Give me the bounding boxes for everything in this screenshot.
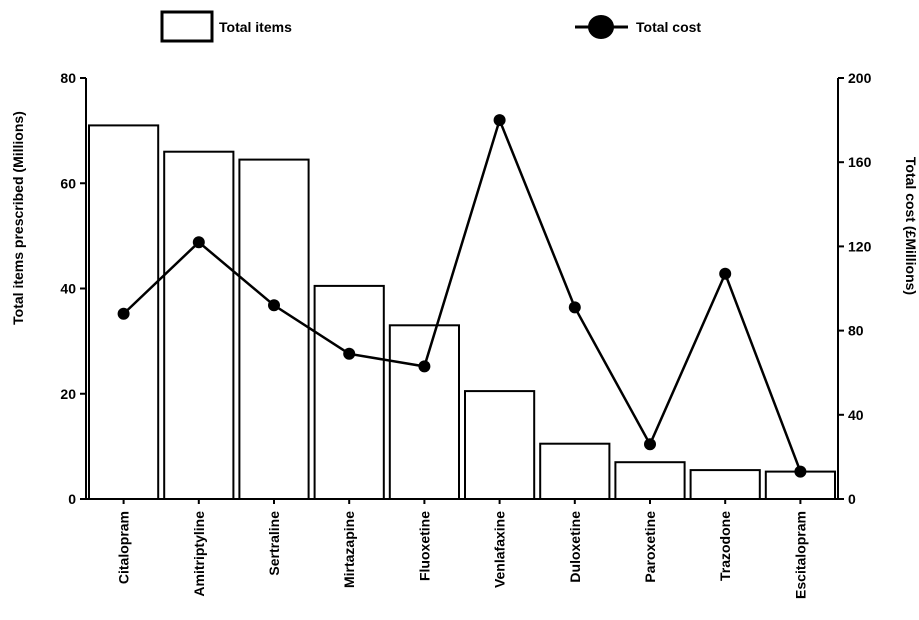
y-right-tick-label: 200 — [848, 70, 872, 86]
y-right-tick-label: 120 — [848, 238, 872, 254]
cost-point-trazodone — [719, 267, 732, 280]
y-right-tick-label: 0 — [848, 491, 856, 507]
bar-series — [88, 124, 836, 501]
bar-amitriptyline — [163, 150, 235, 500]
cost-point-venlafaxine — [493, 114, 506, 127]
bar-duloxetine — [539, 442, 611, 501]
legend-label-total-cost: Total cost — [636, 19, 701, 35]
legend-label-total-items: Total items — [219, 19, 292, 35]
line-series — [117, 114, 807, 478]
cost-point-sertraline — [268, 299, 280, 312]
x-label-venlafaxine: Venlafaxine — [492, 511, 508, 588]
cost-point-escitalopram — [794, 465, 807, 478]
y-axis-left-ticks: 0 20 40 60 80 — [60, 70, 86, 507]
x-label-escitalopram: Escitalopram — [792, 511, 808, 599]
cost-point-citalopram — [117, 307, 130, 320]
cost-line — [122, 116, 802, 473]
bar-fluoxetine — [388, 324, 460, 500]
cost-point-duloxetine — [568, 301, 581, 314]
bar-mirtazapine — [313, 284, 385, 500]
x-label-paroxetine: Paroxetine — [642, 511, 658, 583]
bar-paroxetine — [614, 461, 686, 501]
legend-bar-swatch — [160, 10, 214, 43]
x-label-citalopram: Citalopram — [116, 511, 132, 584]
x-label-sertraline: Sertraline — [266, 511, 282, 576]
x-axis-category-labels: Citalopram Amitriptyline Sertraline Mirtaza… — [116, 499, 808, 599]
y-left-tick-label: 40 — [60, 281, 76, 297]
y-right-tick-label: 160 — [848, 154, 872, 170]
y-right-tick-label: 40 — [848, 407, 864, 423]
bar-sertraline — [238, 158, 310, 500]
y-left-tick-label: 60 — [60, 175, 76, 191]
cost-point-paroxetine — [644, 438, 656, 451]
cost-point-amitriptyline — [192, 236, 205, 249]
y-left-tick-label: 20 — [60, 386, 76, 402]
x-label-trazodone: Trazodone — [717, 511, 733, 581]
y-left-tick-label: 80 — [60, 70, 76, 86]
x-label-amitriptyline: Amitriptyline — [191, 511, 207, 597]
cost-point-mirtazapine — [343, 347, 356, 360]
cost-point-fluoxetine — [418, 360, 431, 373]
y-axis-title-left: Total items prescribed (Millions) — [10, 111, 26, 325]
y-axis-title-right: Total cost (£Millions) — [903, 157, 919, 295]
y-left-tick-label: 0 — [68, 491, 76, 507]
bar-trazodone — [689, 469, 761, 501]
y-axis-right-ticks: 0 40 80 120 160 200 — [838, 70, 872, 507]
x-label-duloxetine: Duloxetine — [567, 511, 583, 583]
x-label-fluoxetine: Fluoxetine — [416, 511, 432, 581]
bar-venlafaxine — [464, 390, 536, 501]
x-label-mirtazapine: Mirtazapine — [341, 511, 357, 588]
legend-marker-swatch — [588, 15, 614, 39]
y-right-tick-label: 80 — [848, 323, 864, 339]
legend: Total items Total cost — [160, 10, 701, 43]
